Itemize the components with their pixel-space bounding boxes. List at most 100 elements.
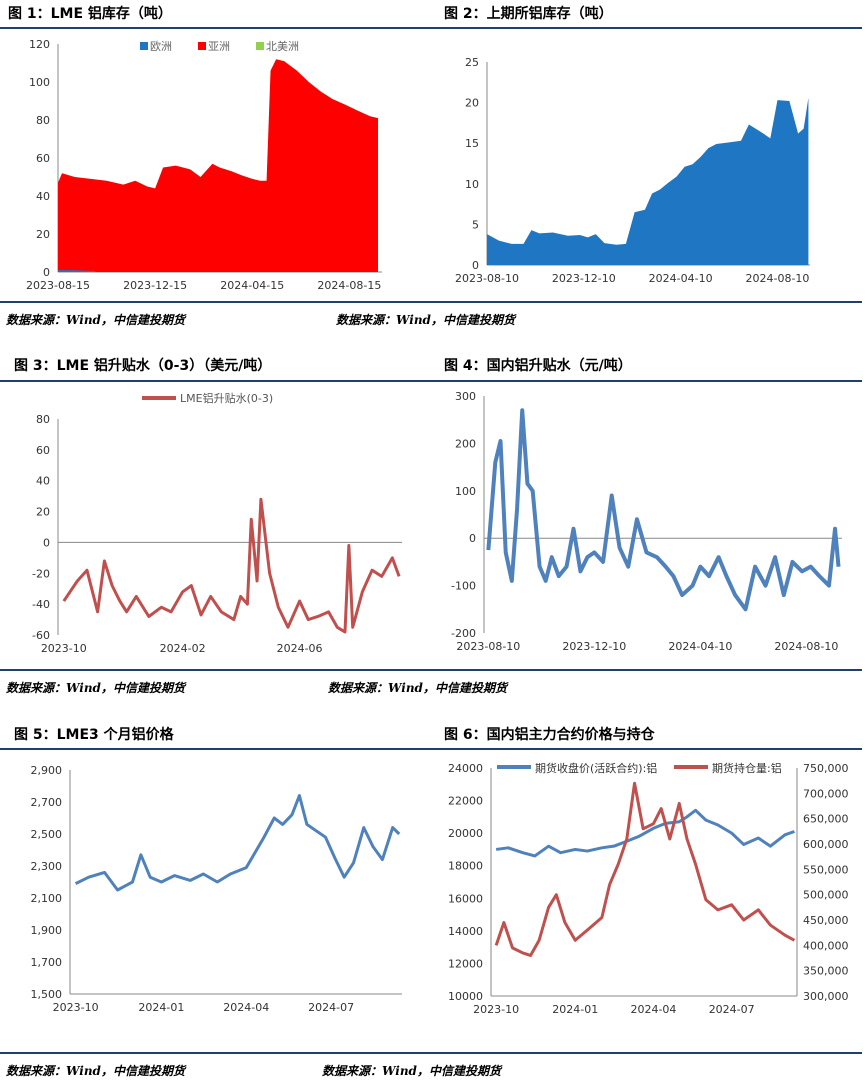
x-tick-label: 2024-04 [630, 1003, 676, 1016]
y-tick-label: 0 [472, 259, 479, 272]
y-tick-label: 22000 [448, 795, 483, 808]
y-tick-label: 100 [455, 485, 476, 498]
chart-1-title: 图 1：LME 铝库存（吨） [8, 6, 172, 22]
x-tick-label: 2024-08-10 [774, 640, 838, 653]
y2-tick-label: 500,000 [803, 889, 849, 902]
y-tick-label: 20000 [448, 827, 483, 840]
y-tick-label: -40 [32, 598, 50, 611]
legend-label: 欧洲 [150, 40, 172, 53]
y2-tick-label: 350,000 [803, 965, 849, 978]
y-tick-label: -200 [451, 627, 476, 640]
x-tick-label: 2024-04 [223, 1001, 269, 1014]
source-note-2: 数据来源：Wind，中信建投期货 [336, 313, 515, 327]
y-tick-label: 80 [36, 114, 50, 127]
chart-domestic-price-oi: 10000 12000 14000 16000 18000 20000 22000 24000… [448, 761, 849, 1016]
y-tick-label: -20 [32, 567, 50, 580]
y-tick-label: 10000 [448, 990, 483, 1003]
x-tick-label: 2024-01 [138, 1001, 184, 1014]
x-tick-label: 2024-01 [552, 1003, 598, 1016]
source-note-6: 数据来源：Wind，中信建投期货 [322, 1064, 501, 1078]
source-note-1: 数据来源：Wind，中信建投期货 [6, 313, 185, 327]
x-tick-label: 2023-10 [53, 1001, 99, 1014]
chart-6-title: 图 6：国内铝主力合约价格与持仓 [444, 727, 655, 743]
chart-lme-inventory: 0 20 40 60 80 100 120 2023-08-15 2023-12-15 2024-… [26, 38, 382, 292]
y-tick-label: 1,500 [31, 988, 63, 1001]
x-tick-label: 2023-08-10 [455, 272, 519, 285]
y-tick-label: -60 [32, 629, 50, 642]
area-series-0 [58, 59, 379, 273]
y-tick-label: 2,500 [31, 828, 63, 841]
line-series-1 [494, 781, 796, 957]
source-note-3: 数据来源：Wind，中信建投期货 [6, 681, 185, 695]
y-tick-label: 24000 [448, 762, 483, 775]
area-series-1 [58, 270, 96, 272]
line-series-0 [486, 408, 841, 612]
x-tick-label: 2024-04-10 [649, 272, 713, 285]
chart-lme-3m-price: 1,500 1,700 1,900 2,100 2,300 2,500 2,700 2,900… [31, 764, 402, 1014]
y-tick-label: 20 [36, 228, 50, 241]
chart-2-title: 图 2：上期所铝库存（吨） [444, 6, 613, 22]
y2-tick-label: 300,000 [803, 990, 849, 1003]
y-tick-label: 0 [469, 532, 476, 545]
header-rule-1 [0, 27, 862, 29]
legend-swatch [140, 42, 148, 50]
x-tick-label: 2024-08-10 [745, 272, 809, 285]
y2-tick-label: 550,000 [803, 863, 849, 876]
chart-shfe-inventory: 0 5 10 15 20 25 2023-08-10 2023-12-10 2024-04-10… [455, 56, 810, 285]
header-rule-3 [0, 748, 862, 750]
y-tick-label: 5 [472, 218, 479, 231]
y-tick-label: 15 [465, 137, 479, 150]
y-tick-label: 16000 [448, 892, 483, 905]
source-note-5: 数据来源：Wind，中信建投期货 [6, 1064, 185, 1078]
y2-tick-label: 400,000 [803, 939, 849, 952]
y-tick-label: 0 [43, 536, 50, 549]
x-tick-label: 2024-08-15 [317, 279, 381, 292]
chart-domestic-spread: -200 -100 0 100 200 300 2023-08-10 2023-12-10 20… [451, 390, 842, 653]
y-tick-label: 120 [29, 38, 50, 51]
chart-lme-spread: -60 -40 -20 0 20 40 60 80 2023-10 2024-02 2024-06 L… [32, 391, 402, 655]
y-tick-label: 18000 [448, 860, 483, 873]
legend-label: 北美洲 [266, 40, 299, 53]
x-tick-label: 2023-08-10 [456, 640, 520, 653]
y-tick-label: 300 [455, 390, 476, 403]
y-tick-label: 14000 [448, 925, 483, 938]
y-tick-label: 2,900 [31, 764, 63, 777]
x-tick-label: 2023-10 [41, 642, 87, 655]
footer-rule-1 [0, 301, 862, 303]
y-tick-label: 0 [43, 266, 50, 279]
y-tick-label: 1,900 [31, 924, 63, 937]
y-tick-label: 2,100 [31, 892, 63, 905]
line-series-0 [62, 497, 401, 634]
y-tick-label: 20 [465, 97, 479, 110]
x-tick-label: 2024-06 [277, 642, 323, 655]
y-tick-label: 80 [36, 413, 50, 426]
y-tick-label: 1,700 [31, 956, 63, 969]
y-tick-label: 60 [36, 444, 50, 457]
y2-tick-label: 750,000 [803, 762, 849, 775]
y-tick-label: 60 [36, 152, 50, 165]
x-tick-label: 2023-12-10 [562, 640, 626, 653]
x-tick-label: 2024-04-10 [668, 640, 732, 653]
y-tick-label: 10 [465, 178, 479, 191]
y-tick-label: 200 [455, 437, 476, 450]
x-tick-label: 2024-07 [308, 1001, 354, 1014]
y-tick-label: 12000 [448, 957, 483, 970]
chart-5-title: 图 5：LME3 个月铝价格 [14, 727, 174, 743]
line-series-0 [74, 794, 401, 892]
chart-4-title: 图 4：国内铝升贴水（元/吨） [444, 358, 632, 374]
y-tick-label: 25 [465, 56, 479, 69]
line-series-0 [495, 808, 795, 858]
x-tick-label: 2024-04-15 [220, 279, 284, 292]
x-tick-label: 2023-12-15 [123, 279, 187, 292]
y-tick-label: 20 [36, 506, 50, 519]
y-tick-label: 40 [36, 190, 50, 203]
footer-rule-2 [0, 669, 862, 671]
legend-swatch [198, 42, 206, 50]
y2-tick-label: 700,000 [803, 787, 849, 800]
y-tick-label: 2,700 [31, 796, 63, 809]
chart-3-title: 图 3：LME 铝升贴水（0-3）（美元/吨） [14, 358, 272, 374]
x-tick-label: 2024-07 [709, 1003, 755, 1016]
source-note-4: 数据来源：Wind，中信建投期货 [328, 681, 507, 695]
area-series-0 [487, 97, 809, 265]
y-tick-label: -100 [451, 580, 476, 593]
